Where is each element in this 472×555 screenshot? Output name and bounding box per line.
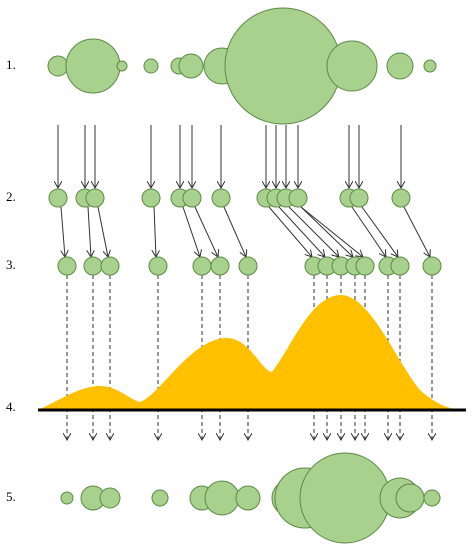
shifted-point <box>83 256 103 276</box>
shifted-point <box>192 256 212 276</box>
input-circle <box>423 59 437 73</box>
input-circle <box>65 38 121 94</box>
arrow <box>361 206 398 257</box>
arrow <box>194 206 218 257</box>
input-circle <box>178 53 204 79</box>
output-circle <box>60 491 74 505</box>
point <box>211 188 231 208</box>
step-label: 2. <box>6 189 16 204</box>
step-label: 3. <box>6 257 16 272</box>
shifted-point <box>148 256 168 276</box>
arrow <box>182 206 200 257</box>
arrow <box>154 206 156 257</box>
arrow <box>300 206 353 257</box>
input-circle <box>143 58 159 74</box>
point <box>288 188 308 208</box>
arrow <box>268 206 312 257</box>
step-label: 1. <box>6 57 16 72</box>
arrow <box>300 206 363 257</box>
shifted-point <box>390 256 410 276</box>
output-circle <box>204 480 240 516</box>
shifted-point <box>238 256 258 276</box>
arrow <box>88 206 91 257</box>
step-label: 5. <box>6 489 16 504</box>
arrow <box>61 206 65 257</box>
shifted-point <box>100 256 120 276</box>
shifted-point <box>210 256 230 276</box>
input-circle <box>116 60 128 72</box>
input-circle <box>386 52 414 80</box>
density-area <box>38 294 466 410</box>
point <box>349 188 369 208</box>
point <box>85 188 105 208</box>
point <box>391 188 411 208</box>
arrow <box>351 206 386 257</box>
input-circle <box>47 55 69 77</box>
arrow <box>97 206 108 257</box>
output-circle <box>299 452 391 544</box>
point <box>182 188 202 208</box>
arrow <box>288 206 339 257</box>
shifted-point <box>355 256 375 276</box>
output-circle <box>235 485 261 511</box>
output-circle <box>151 489 169 507</box>
shifted-point <box>422 256 442 276</box>
output-circle <box>395 483 425 513</box>
input-circle <box>224 7 342 125</box>
shifted-point <box>57 256 77 276</box>
point <box>48 188 68 208</box>
arrow <box>403 206 430 257</box>
point <box>141 188 161 208</box>
output-circle <box>423 489 441 507</box>
arrow <box>278 206 325 257</box>
input-circle <box>326 40 378 92</box>
output-circle <box>99 487 121 509</box>
arrow <box>223 206 246 257</box>
step-label: 4. <box>6 399 16 414</box>
